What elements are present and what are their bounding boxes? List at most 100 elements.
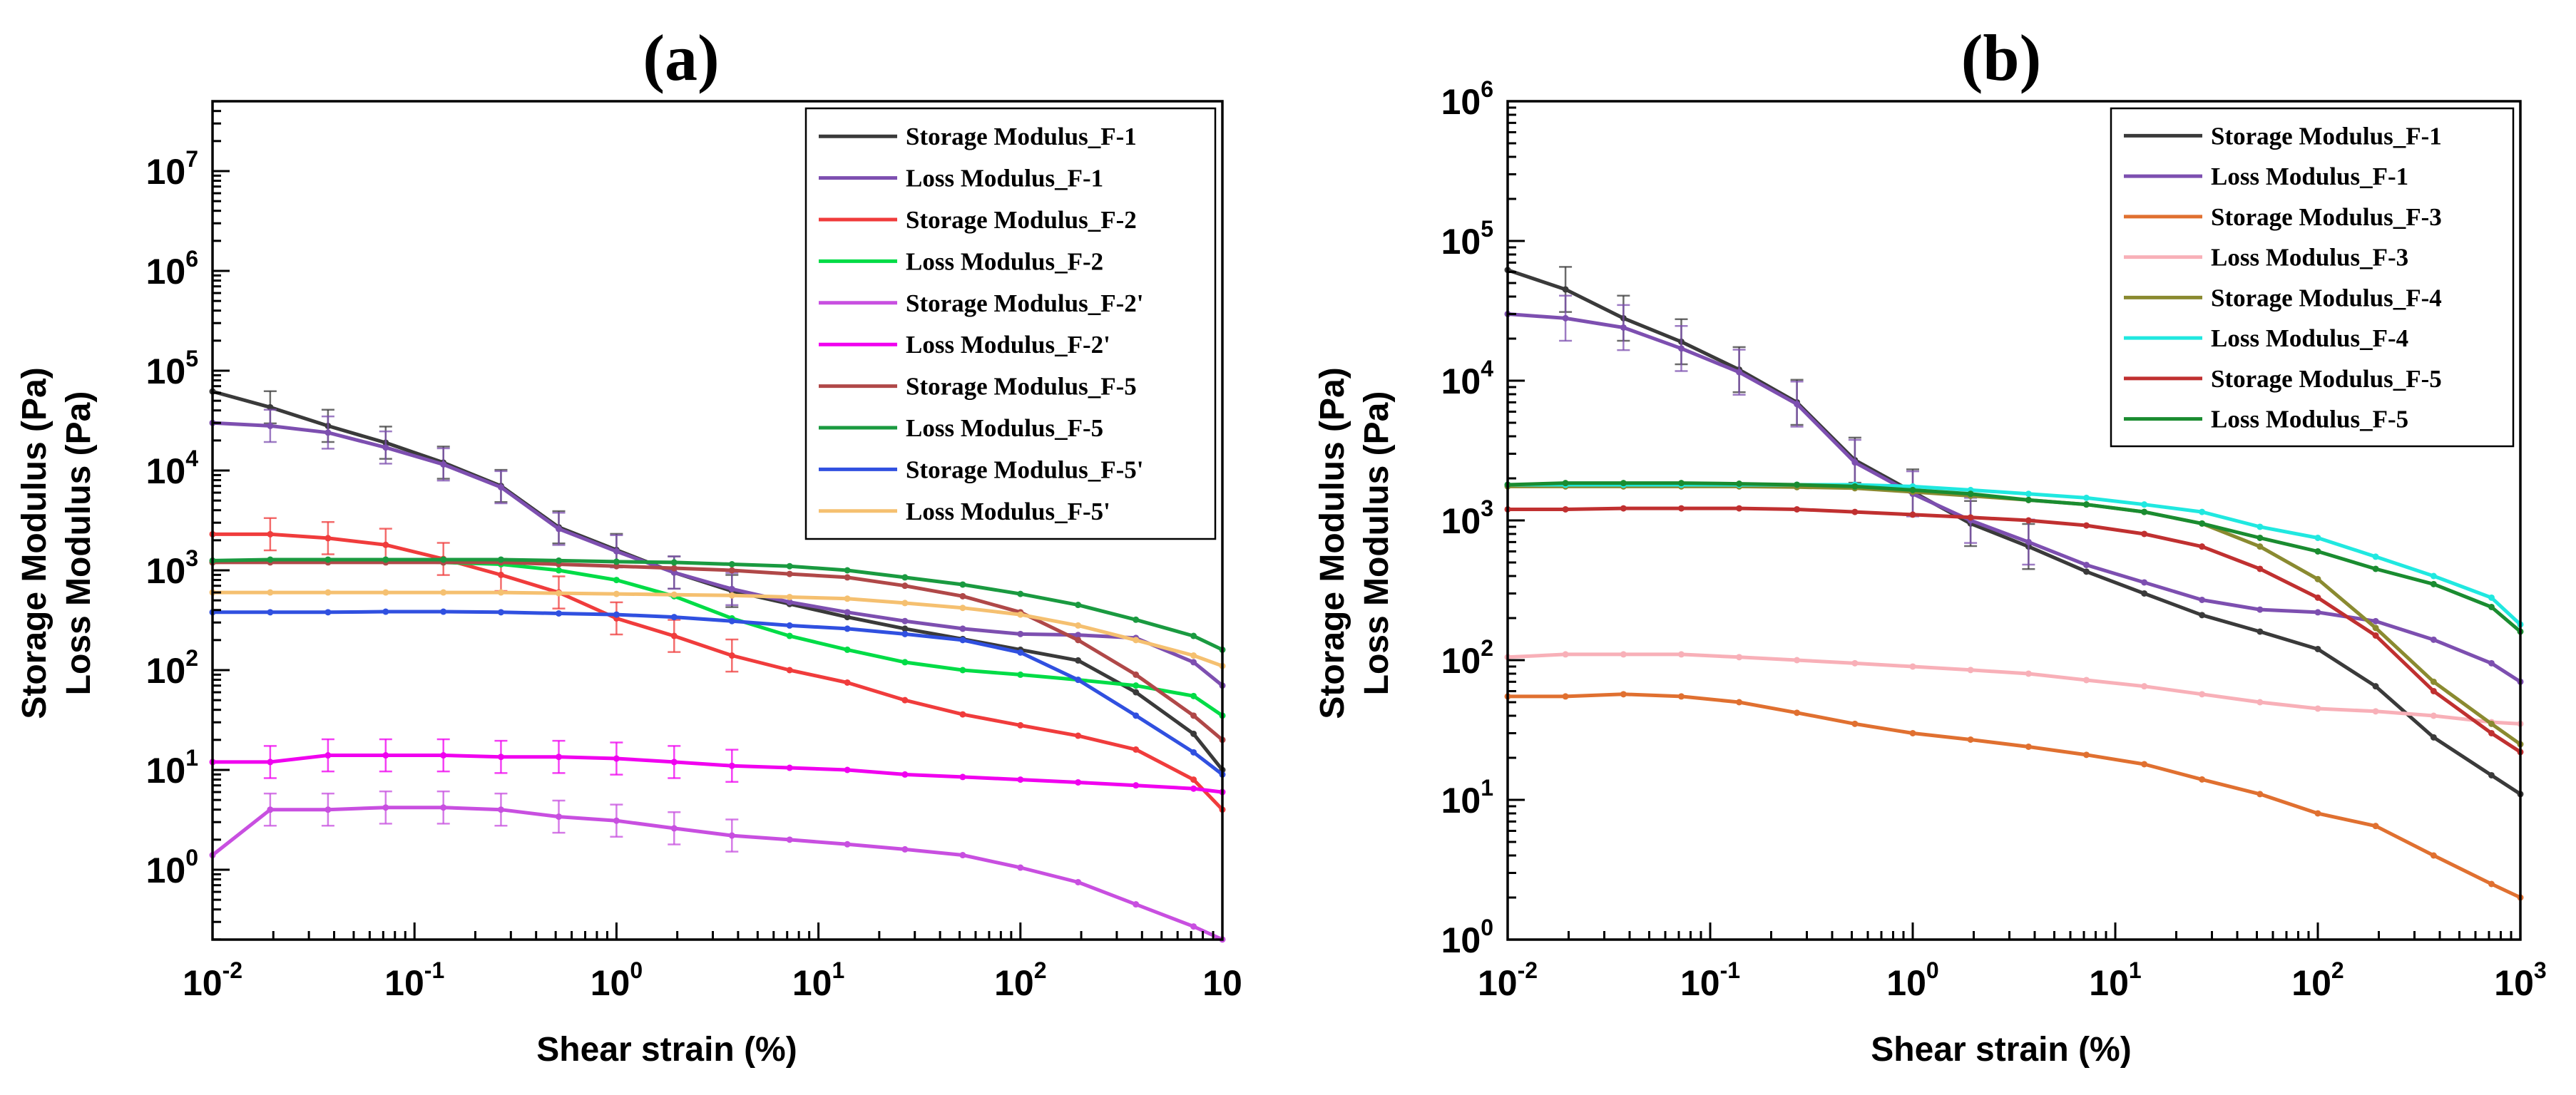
panel-a-x-tick-label: 100 xyxy=(591,957,643,1003)
panel-b-data-point xyxy=(2025,490,2032,498)
panel-b-data-point xyxy=(2141,683,2148,690)
panel-a-frame xyxy=(211,100,1224,941)
panel-b-data-point xyxy=(2082,561,2090,568)
panel-a-data-point xyxy=(1133,671,1140,678)
panel-a-x-tick-label: 10-2 xyxy=(183,957,242,1003)
panel-a-data-point xyxy=(324,556,332,563)
panel-b-data-point xyxy=(1562,693,1569,700)
panel-b-data-point xyxy=(2488,659,2495,667)
panel-b-data-point xyxy=(2025,670,2032,677)
panel-a-data-point xyxy=(786,836,793,843)
panel-a-data-point xyxy=(1190,692,1197,699)
panel-b-data-point xyxy=(1736,699,1743,706)
panel-b-y-axis-title-line1: Storage Modulus (Pa) xyxy=(1314,367,1351,719)
panel-b-data-point xyxy=(2256,543,2264,550)
panel-a-data-point xyxy=(1133,689,1140,696)
panel-a-plot-area xyxy=(209,388,1226,943)
panel-a-data-point xyxy=(440,556,447,563)
panel-b-y-tick-label: 100 xyxy=(1441,915,1493,960)
panel-b-data-point xyxy=(1967,514,1974,521)
panel-b-data-point xyxy=(2256,699,2264,706)
panel-a-data-point xyxy=(670,614,678,621)
panel-b-data-point xyxy=(2256,791,2264,798)
panel-a-data-point xyxy=(1190,923,1197,930)
panel-a-data-point xyxy=(844,609,851,616)
panel-a-y-tick-label: 105 xyxy=(146,346,198,391)
panel-b-data-point xyxy=(2430,636,2437,643)
panel-a-data-point xyxy=(1133,712,1140,719)
panel-b-data-point xyxy=(1677,651,1685,658)
panel-a-data-point xyxy=(1190,659,1197,666)
panel-b-legend-label: Storage Modulus_F-4 xyxy=(2211,284,2442,312)
panel-b-data-point xyxy=(2199,543,2206,550)
panel-a-data-point xyxy=(1017,671,1024,678)
panel-a-data-point xyxy=(728,567,735,574)
panel-b-data-point xyxy=(1736,505,1743,512)
panel-a-y-tick-label: 100 xyxy=(146,845,198,890)
panel-a-data-point xyxy=(728,617,735,624)
panel-a-data-point xyxy=(786,632,793,639)
panel-a-data-point xyxy=(786,562,793,570)
panel-b-data-point xyxy=(2141,579,2148,586)
panel-b-data-point xyxy=(2025,496,2032,503)
panel-b-legend-label: Loss Modulus_F-1 xyxy=(2211,163,2408,190)
panel-a-data-point xyxy=(728,561,735,568)
panel-b-data-point xyxy=(1851,508,1859,515)
panel-b-data-point xyxy=(2082,494,2090,501)
panel-b-series-7 xyxy=(1504,505,2524,756)
panel-a-data-point xyxy=(844,595,851,602)
panel-a-data-point xyxy=(728,592,735,599)
panel-a-data-point xyxy=(901,696,909,704)
panel-b-data-point xyxy=(2372,553,2379,560)
panel-a-data-point xyxy=(959,605,966,612)
panel-b-x-tick-label: 10-1 xyxy=(1680,957,1740,1003)
panel-b-series-3 xyxy=(1504,691,2524,901)
panel-b-data-point xyxy=(1736,654,1743,661)
panel-b-data-point xyxy=(1909,663,1916,670)
panel-a-x-tick-label: 101 xyxy=(792,957,844,1003)
panel-b-series-8 xyxy=(1504,480,2524,635)
panel-a-data-point xyxy=(959,592,966,600)
panel-a-data-point xyxy=(497,609,504,616)
panel-b-data-point xyxy=(1562,651,1569,658)
panel-a-data-point xyxy=(555,590,562,597)
panel-a-y-axis-title-line2: Loss Modulus (Pa) xyxy=(60,391,98,696)
panel-b-data-point xyxy=(2430,687,2437,694)
panel-b-series-line xyxy=(1506,483,2523,627)
panel-a-data-point xyxy=(382,556,389,563)
panel-b-data-point xyxy=(2488,720,2495,727)
panel-a-legend-label: Storage Modulus_F-2 xyxy=(906,206,1137,234)
panel-a-x-tick-label: 10-1 xyxy=(384,957,444,1003)
panel-a-data-point xyxy=(844,574,851,581)
panel-b-data-point xyxy=(1677,505,1685,512)
panel-b-data-point xyxy=(2199,691,2206,698)
panel-b-y-axis-title-line2: Loss Modulus (Pa) xyxy=(1358,391,1396,696)
panel-b-x-tick-label: 101 xyxy=(2089,957,2141,1003)
panel-a-data-point xyxy=(1133,782,1140,789)
panel-b-data-point xyxy=(2082,677,2090,684)
panel-a-data-point xyxy=(1017,649,1024,656)
panel-a-legend-label: Loss Modulus_F-5 xyxy=(906,414,1103,442)
panel-a-series-line xyxy=(210,806,1225,942)
panel-b-data-point xyxy=(2430,712,2437,719)
panel-b-data-point xyxy=(1909,486,1916,493)
panel-b-data-point xyxy=(2025,517,2032,524)
panel-b-data-point xyxy=(2372,708,2379,715)
panel-b-data-point xyxy=(1562,505,1569,513)
panel-a-data-point xyxy=(267,556,274,563)
panel-a-legend-label: Storage Modulus_F-1 xyxy=(906,123,1137,150)
panel-b-series-6 xyxy=(1504,481,2524,628)
panel-a-data-point xyxy=(1075,632,1082,639)
panel-b-chart: (b) Shear strain (%) Storage Modulus (Pa… xyxy=(1314,21,2547,1069)
panel-b-data-point xyxy=(2372,624,2379,632)
panel-b-data-point xyxy=(1851,659,1859,667)
panel-b-data-point xyxy=(2199,776,2206,783)
panel-a-data-point xyxy=(1190,785,1197,792)
panel-b-data-point xyxy=(2256,606,2264,613)
panel-b-data-point xyxy=(2488,594,2495,601)
panel-a-data-point xyxy=(267,609,274,616)
panel-b-data-point xyxy=(1620,691,1627,698)
panel-a-data-point xyxy=(1075,732,1082,739)
panel-a-data-point xyxy=(497,556,504,563)
